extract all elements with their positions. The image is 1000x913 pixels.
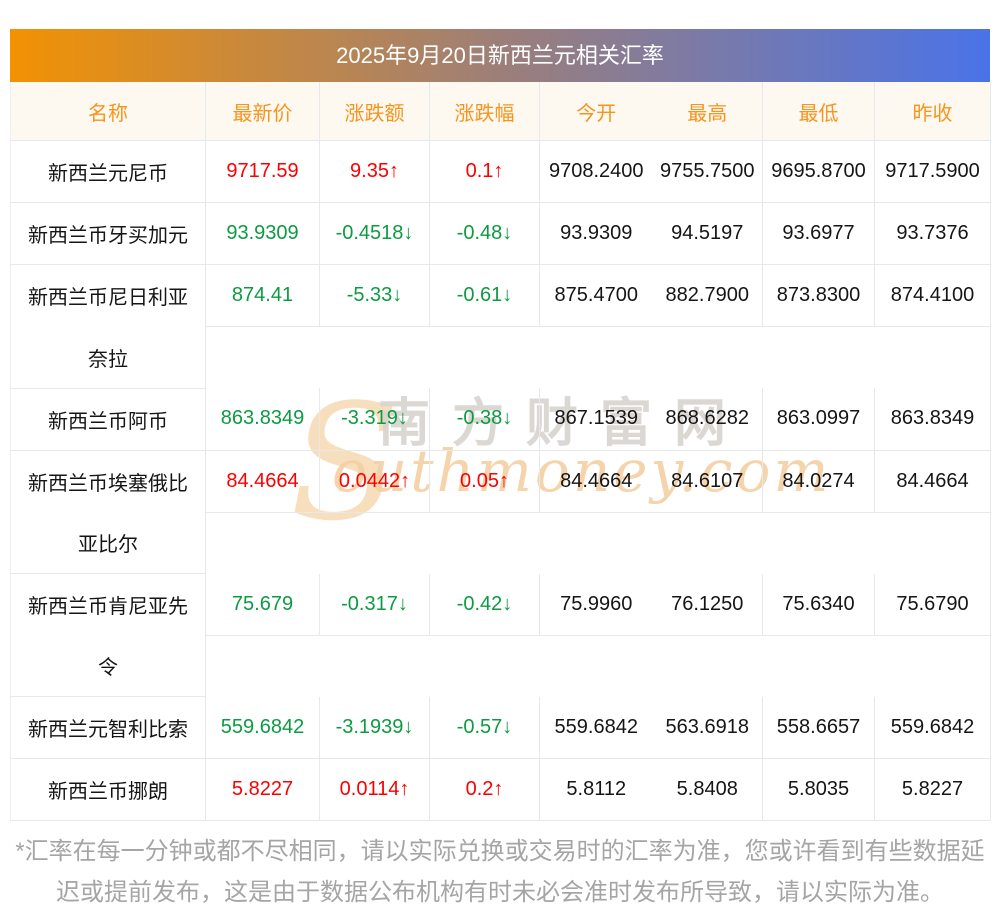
change-amount: 0.0114↑ [319,758,430,821]
open-price: 875.4700 [539,264,653,327]
latest-price: 93.9309 [205,202,320,265]
prev-close: 9717.5900 [874,140,991,203]
change-amount: -0.4518↓ [319,202,430,265]
change-percent: -0.48↓ [429,202,540,265]
prev-close: 874.4100 [874,264,991,327]
latest-price: 559.6842 [205,696,320,759]
currency-name: 新西兰元智利比索 [10,696,206,759]
high-price: 94.5197 [652,202,763,265]
table-row: 新西兰币牙买加元 93.9309 -0.4518↓ -0.48↓ 93.9309… [10,202,991,265]
prev-close: 84.4664 [874,450,991,513]
open-price: 93.9309 [539,202,653,265]
currency-name-line1: 新西兰币肯尼亚先 [10,573,206,635]
table-row: 新西兰币挪朗 5.8227 0.0114↑ 0.2↑ 5.8112 5.8408… [10,758,991,821]
table-header-row: 名称 最新价 涨跌额 涨跌幅 今开 最高 最低 昨收 [10,82,991,141]
low-price: 9695.8700 [762,140,875,203]
prev-close: 5.8227 [874,758,991,821]
latest-price: 9717.59 [205,140,320,203]
currency-name: 新西兰币牙买加元 [10,202,206,265]
change-percent: 0.2↑ [429,758,540,821]
table-row: 新西兰币埃塞俄比 84.4664 0.0442↑ 0.05↑ 84.4664 8… [10,450,991,513]
latest-price: 863.8349 [205,388,320,451]
currency-name-line2: 亚比尔 [10,512,206,574]
col-header-latest: 最新价 [205,82,320,141]
table-row-continuation: 令 [10,635,991,697]
table-row: 新西兰元尼币 9717.59 9.35↑ 0.1↑ 9708.2400 9755… [10,140,991,203]
low-price: 75.6340 [762,573,875,636]
prev-close: 93.7376 [874,202,991,265]
table-row: 新西兰币阿币 863.8349 -3.319↓ -0.38↓ 867.1539 … [10,388,991,451]
table-row: 新西兰元智利比索 559.6842 -3.1939↓ -0.57↓ 559.68… [10,696,991,759]
col-header-pct: 涨跌幅 [429,82,540,141]
empty-cell [205,512,991,574]
col-header-change: 涨跌额 [319,82,430,141]
open-price: 84.4664 [539,450,653,513]
col-header-high: 最高 [652,82,763,141]
high-price: 9755.7500 [652,140,763,203]
change-amount: -3.1939↓ [319,696,430,759]
latest-price: 5.8227 [205,758,320,821]
high-price: 5.8408 [652,758,763,821]
change-amount: -0.317↓ [319,573,430,636]
disclaimer-line-2: 迟或提前发布，这是由于数据公布机构有时未必会准时发布所导致，请以实际为准。 [56,879,944,906]
currency-name: 新西兰币阿币 [10,388,206,451]
change-percent: 0.05↑ [429,450,540,513]
disclaimer-text: *汇率在每一分钟或都不尽相同，请以实际兑换或交易时的汇率为准，您或许看到有些数据… [10,831,990,913]
change-percent: 0.1↑ [429,140,540,203]
low-price: 84.0274 [762,450,875,513]
disclaimer-line-1: *汇率在每一分钟或都不尽相同，请以实际兑换或交易时的汇率为准，您或许看到有些数据… [15,838,985,865]
col-header-open: 今开 [539,82,653,141]
currency-name-line1: 新西兰币埃塞俄比 [10,450,206,512]
low-price: 863.0997 [762,388,875,451]
empty-cell [205,326,991,388]
table-row-continuation: 奈拉 [10,326,991,389]
title-bar: 2025年9月20日新西兰元相关汇率 [10,29,990,82]
open-price: 5.8112 [539,758,653,821]
col-header-low: 最低 [762,82,875,141]
latest-price: 874.41 [205,264,320,327]
change-amount: -5.33↓ [319,264,430,327]
high-price: 76.1250 [652,573,763,636]
change-percent: -0.38↓ [429,388,540,451]
change-percent: -0.42↓ [429,573,540,636]
empty-cell [205,635,991,697]
prev-close: 863.8349 [874,388,991,451]
open-price: 867.1539 [539,388,653,451]
page-title: 2025年9月20日新西兰元相关汇率 [336,43,664,68]
open-price: 559.6842 [539,696,653,759]
change-percent: -0.57↓ [429,696,540,759]
change-amount: -3.319↓ [319,388,430,451]
prev-close: 75.6790 [874,573,991,636]
table-row: 新西兰币肯尼亚先 75.679 -0.317↓ -0.42↓ 75.9960 7… [10,573,991,636]
low-price: 873.8300 [762,264,875,327]
low-price: 558.6657 [762,696,875,759]
table-row-continuation: 亚比尔 [10,512,991,574]
currency-name-line2: 令 [10,635,206,697]
low-price: 93.6977 [762,202,875,265]
high-price: 882.7900 [652,264,763,327]
high-price: 84.6107 [652,450,763,513]
change-amount: 9.35↑ [319,140,430,203]
high-price: 563.6918 [652,696,763,759]
col-header-prev: 昨收 [874,82,991,141]
currency-name-line1: 新西兰币尼日利亚 [10,264,206,327]
open-price: 75.9960 [539,573,653,636]
change-percent: -0.61↓ [429,264,540,327]
exchange-rate-widget: 2025年9月20日新西兰元相关汇率 S 南方财富网 outhmoney.com… [10,29,991,913]
col-header-name: 名称 [10,82,206,141]
latest-price: 84.4664 [205,450,320,513]
prev-close: 559.6842 [874,696,991,759]
high-price: 868.6282 [652,388,763,451]
currency-name-line2: 奈拉 [10,326,206,389]
open-price: 9708.2400 [539,140,653,203]
latest-price: 75.679 [205,573,320,636]
rates-table: 名称 最新价 涨跌额 涨跌幅 今开 最高 最低 昨收 新西兰元尼币 9717.5… [10,82,991,821]
low-price: 5.8035 [762,758,875,821]
change-amount: 0.0442↑ [319,450,430,513]
currency-name: 新西兰元尼币 [10,140,206,203]
table-row: 新西兰币尼日利亚 874.41 -5.33↓ -0.61↓ 875.4700 8… [10,264,991,327]
currency-name: 新西兰币挪朗 [10,758,206,821]
